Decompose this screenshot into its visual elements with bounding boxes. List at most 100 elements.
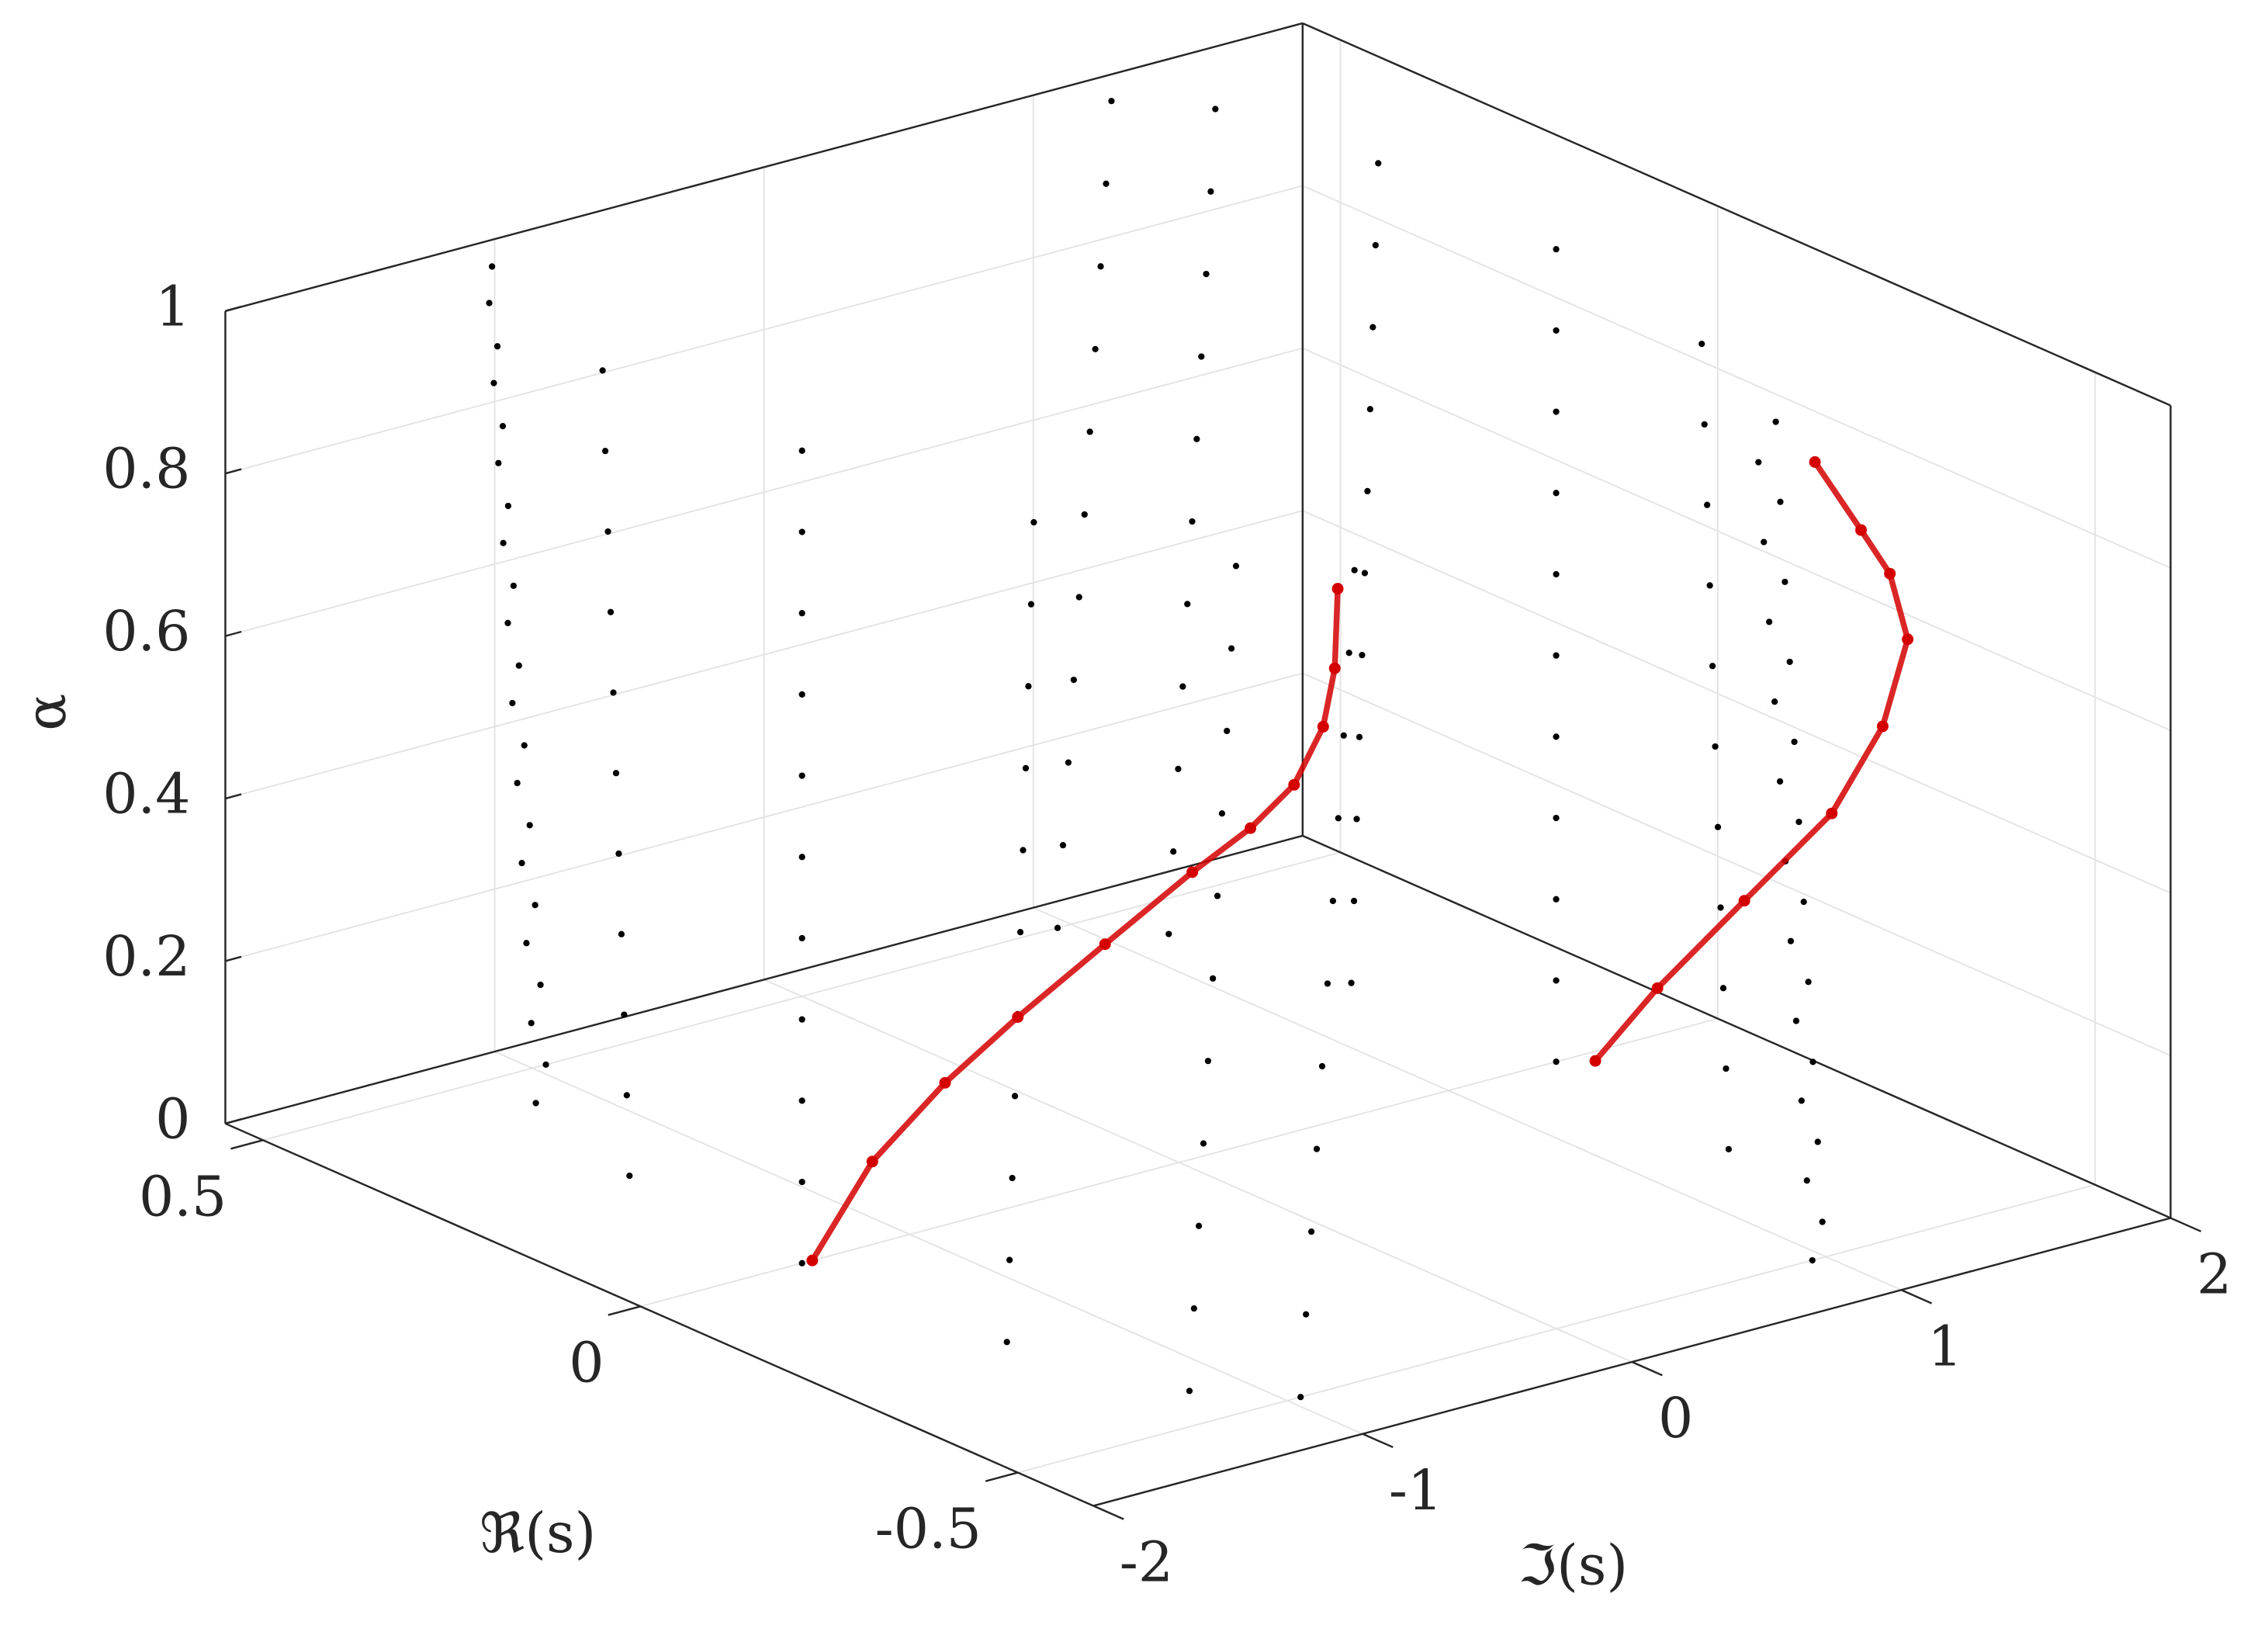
point bbox=[1361, 570, 1369, 577]
point bbox=[1313, 1145, 1321, 1152]
z-tick-mark bbox=[225, 306, 242, 312]
point bbox=[1086, 428, 1093, 435]
point bbox=[495, 459, 502, 466]
point bbox=[504, 502, 512, 510]
point bbox=[515, 662, 522, 669]
grid-line bbox=[262, 40, 1342, 1142]
point bbox=[798, 1178, 805, 1186]
point bbox=[1814, 1138, 1821, 1145]
point bbox=[612, 770, 620, 777]
z-tick-label: 0.8 bbox=[102, 437, 190, 501]
grid-line bbox=[640, 206, 1719, 1308]
box-edge bbox=[1302, 22, 2171, 407]
point bbox=[1324, 980, 1331, 987]
point bbox=[1356, 733, 1363, 740]
x-tick-mark bbox=[230, 1139, 264, 1150]
z-tick-mark bbox=[225, 1118, 242, 1124]
point bbox=[1097, 263, 1104, 270]
point bbox=[1307, 1228, 1315, 1235]
red-point bbox=[1809, 456, 1821, 468]
point bbox=[1553, 327, 1560, 334]
point bbox=[1787, 937, 1795, 944]
grid bbox=[224, 22, 2171, 1507]
x-tick-mark bbox=[608, 1305, 641, 1316]
point bbox=[623, 1092, 630, 1099]
red-point bbox=[1826, 807, 1838, 819]
point bbox=[798, 934, 805, 942]
point bbox=[1786, 658, 1793, 665]
x-tick-label: 0 bbox=[569, 1331, 604, 1395]
point bbox=[1712, 743, 1719, 750]
point bbox=[1318, 1062, 1326, 1070]
red-point bbox=[1855, 524, 1868, 536]
red-point bbox=[1245, 822, 1257, 834]
point bbox=[1553, 977, 1560, 984]
point bbox=[1232, 563, 1240, 570]
point bbox=[521, 742, 528, 749]
point bbox=[514, 779, 521, 787]
red-point bbox=[806, 1254, 819, 1266]
point bbox=[798, 447, 805, 454]
point bbox=[599, 367, 606, 374]
red-point bbox=[1651, 982, 1664, 994]
z-tick-mark bbox=[225, 468, 242, 475]
point bbox=[1553, 1059, 1560, 1065]
point bbox=[1803, 1177, 1810, 1184]
z-tick-mark bbox=[225, 630, 242, 637]
grid-line bbox=[763, 167, 1633, 1363]
point bbox=[493, 343, 501, 350]
point bbox=[1771, 698, 1778, 705]
point bbox=[618, 930, 625, 937]
point bbox=[1297, 1394, 1304, 1401]
point bbox=[532, 1100, 539, 1107]
point bbox=[1329, 897, 1337, 905]
point bbox=[542, 1061, 549, 1069]
point bbox=[604, 528, 611, 535]
point bbox=[1345, 650, 1352, 657]
point bbox=[1224, 727, 1231, 735]
point bbox=[1553, 652, 1560, 659]
point bbox=[798, 528, 805, 535]
point bbox=[1795, 818, 1802, 826]
y-tick-mark bbox=[2169, 1217, 2202, 1232]
point bbox=[537, 981, 544, 989]
point bbox=[1701, 421, 1708, 428]
point bbox=[1335, 815, 1342, 822]
point bbox=[1022, 764, 1030, 772]
point bbox=[1372, 241, 1379, 249]
point bbox=[490, 379, 497, 386]
point bbox=[1798, 1097, 1805, 1104]
point bbox=[1207, 188, 1214, 195]
y-tick-label: -2 bbox=[1120, 1530, 1173, 1595]
point bbox=[1054, 924, 1061, 931]
point bbox=[1003, 1339, 1010, 1346]
point bbox=[1725, 1145, 1733, 1152]
point bbox=[798, 1097, 805, 1104]
grid-line bbox=[493, 239, 1363, 1435]
grid-line bbox=[225, 834, 2171, 1219]
point bbox=[798, 854, 805, 861]
point bbox=[1723, 1065, 1730, 1072]
point bbox=[1809, 1059, 1816, 1065]
point bbox=[1719, 985, 1727, 992]
grid-line bbox=[224, 310, 1094, 1507]
point bbox=[1198, 353, 1205, 360]
point bbox=[1059, 842, 1067, 849]
labels: 0 0.2 0.4 0.6 0.8 1 -0.5 0 0.5 -2 -1 0 1 2 bbox=[102, 274, 2232, 1594]
point bbox=[626, 1173, 633, 1180]
red-point bbox=[1317, 720, 1329, 733]
point bbox=[798, 772, 805, 779]
point bbox=[1190, 1305, 1197, 1312]
point bbox=[1809, 1256, 1816, 1264]
point bbox=[488, 263, 496, 270]
point bbox=[798, 1016, 805, 1023]
point bbox=[601, 448, 609, 455]
point bbox=[518, 860, 525, 867]
point bbox=[1714, 823, 1722, 830]
point bbox=[1103, 180, 1110, 187]
red-point bbox=[1738, 895, 1750, 907]
point bbox=[1303, 1311, 1310, 1318]
y-tick-label: -1 bbox=[1389, 1458, 1442, 1523]
red-point bbox=[866, 1156, 878, 1168]
